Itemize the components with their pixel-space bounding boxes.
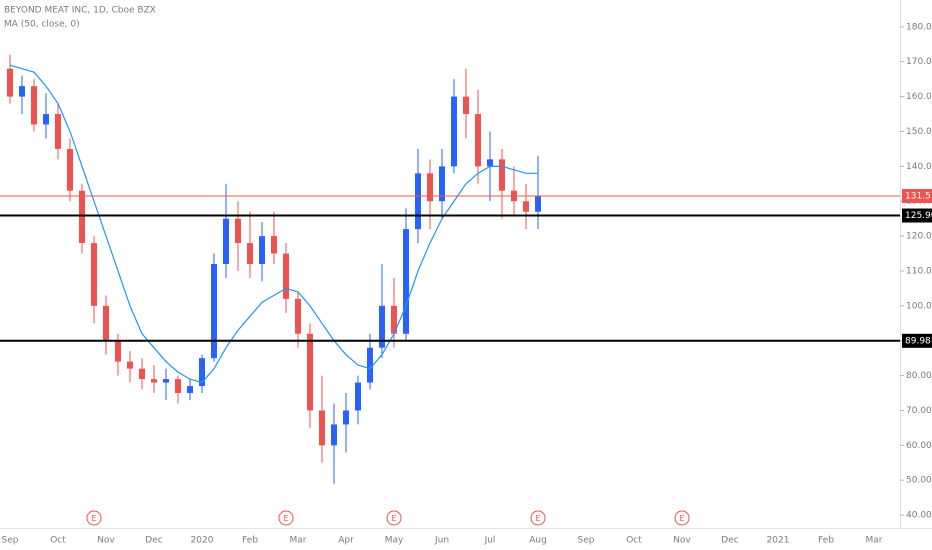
candle-body [427,173,433,202]
x-tick-label: Dec [145,536,162,546]
x-tick-label: Nov [97,536,115,546]
y-tick-label: 100.00 [906,301,932,311]
candle-body [151,379,157,383]
candle-body [103,305,109,341]
x-tick-label: Sep [2,536,19,546]
y-tick-label: 80.00 [906,371,932,381]
y-tick-label: 160.00 [906,92,932,102]
candle-body [163,379,169,383]
candle-body [55,114,61,149]
candle-body [463,96,469,115]
candle-body [523,201,529,212]
candle-body [127,361,133,369]
candle-body [451,96,457,167]
x-tick-label: Apr [338,536,354,546]
earnings-label: E [91,514,96,523]
earnings-marker [278,510,294,526]
x-tick-label: Sep [578,536,595,546]
chart-title: BEYOND MEAT INC, 1D, Cboe BZX [4,6,156,16]
y-tick-label: 50.00 [906,476,932,486]
y-tick-label: 150.00 [906,127,932,137]
price-label: 89.98 [905,336,931,346]
price-label-bg [902,333,932,348]
x-tick-label: Feb [242,536,258,546]
x-tick-label: 2021 [767,536,790,546]
candle-body [535,195,541,212]
earnings-label: E [391,514,396,523]
candle-body [187,386,193,394]
candle-body [307,333,313,411]
candle-body [487,159,493,167]
price-label: 125.90 [905,211,932,221]
candle-body [235,218,241,244]
x-tick-label: Jun [434,536,449,546]
candle-body [199,358,205,387]
candle-body [7,68,13,97]
candle-body [475,114,481,167]
candle-body [379,305,385,348]
y-tick-label: 120.00 [906,232,932,242]
earnings-marker [674,510,690,526]
x-tick-label: Feb [818,536,834,546]
candle-body [139,368,145,380]
candle-body [319,410,325,446]
candle-body [43,114,49,125]
y-tick-label: 180.00 [906,22,932,32]
x-tick-label: Jul [484,536,496,546]
y-tick-label: 70.00 [906,406,932,416]
x-tick-label: May [385,536,404,546]
candle-body [271,236,277,254]
candle-body [403,229,409,334]
earnings-label: E [535,514,540,523]
price-label-bg [902,208,932,223]
x-tick-label: Nov [673,536,691,546]
earnings-marker [86,510,102,526]
x-tick-label: 2020 [191,536,214,546]
candle-body [391,305,397,334]
indicator-legend: MA (50, close, 0) [4,20,80,30]
y-tick-label: 110.00 [906,266,932,276]
x-tick-label: Mar [866,536,883,546]
y-tick-label: 40.00 [906,511,932,521]
price-label-bg [902,188,932,203]
candle-body [283,253,289,299]
earnings-marker [386,510,402,526]
candle-body [211,264,217,359]
candle-body [331,424,337,446]
x-tick-label: Oct [50,536,66,546]
earnings-label: E [679,514,684,523]
candle-body [67,148,73,191]
candle-body [91,243,97,306]
x-tick-label: Dec [721,536,738,546]
candle-body [115,340,121,362]
earnings-marker [530,510,546,526]
y-tick-label: 60.00 [906,441,932,451]
candle-body [415,173,421,230]
candle-body [31,86,37,125]
candle-body [367,347,373,383]
candle-body [175,379,181,394]
candle-body [19,86,25,97]
candle-body [79,190,85,244]
x-tick-label: Aug [529,536,547,546]
x-tick-label: Mar [290,536,307,546]
earnings-label: E [283,514,288,523]
candle-body [439,166,445,202]
y-tick-label: 170.00 [906,57,932,67]
x-tick-label: Oct [626,536,642,546]
price-label: 131.51 [905,191,932,201]
candle-body [499,159,505,191]
moving-average [9,64,538,384]
candle-body [343,410,349,425]
candle-body [223,218,229,264]
candle-body [247,243,253,264]
candle-body [355,382,361,411]
candle-body [295,298,301,334]
y-tick-label: 140.00 [906,162,932,172]
candle-body [259,236,265,264]
